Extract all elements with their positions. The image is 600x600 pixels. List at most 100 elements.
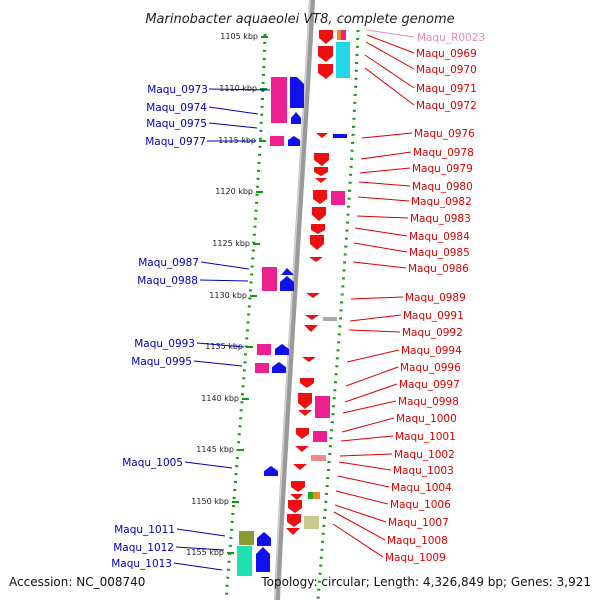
gene-arrow-reverse[interactable]: [315, 178, 327, 183]
gene-label[interactable]: Maqu_0970: [416, 64, 477, 76]
gene-label[interactable]: Maqu_1011: [114, 524, 175, 536]
gene-cog-bar[interactable]: [313, 492, 320, 499]
gene-label[interactable]: Maqu_0995: [131, 356, 192, 368]
gene-arrow-reverse[interactable]: [313, 190, 327, 204]
gene-cog-bar[interactable]: [336, 42, 350, 78]
gene-cog-bar[interactable]: [315, 396, 330, 418]
gene-label[interactable]: Maqu_0985: [409, 247, 470, 259]
gene-label[interactable]: Maqu_1000: [396, 413, 457, 425]
gene-cog-bar[interactable]: [311, 455, 326, 461]
gene-label[interactable]: Maqu_R0023: [417, 32, 485, 44]
gene-label[interactable]: Maqu_0998: [398, 396, 459, 408]
gene-arrow-reverse[interactable]: [314, 153, 329, 166]
gene-arrow-forward[interactable]: [275, 344, 289, 355]
gene-arrow-reverse[interactable]: [310, 235, 324, 250]
gene-label[interactable]: Maqu_0972: [416, 100, 477, 112]
gene-label[interactable]: Maqu_0986: [408, 263, 469, 275]
gene-label[interactable]: Maqu_0988: [137, 275, 198, 287]
gene-label[interactable]: Maqu_0997: [399, 379, 460, 391]
gene-cog-bar[interactable]: [270, 136, 284, 146]
gene-arrow-reverse[interactable]: [306, 293, 320, 298]
gene-arrow-forward[interactable]: [290, 77, 304, 108]
gene-arrow-forward[interactable]: [288, 136, 300, 146]
gene-label[interactable]: Maqu_0977: [145, 136, 206, 148]
gene-label[interactable]: Maqu_1002: [394, 449, 455, 461]
gene-label[interactable]: Maqu_1012: [113, 542, 174, 554]
gene-cog-bar[interactable]: [304, 516, 319, 529]
gene-arrow-forward[interactable]: [291, 112, 301, 124]
gene-arrow-reverse[interactable]: [298, 393, 312, 409]
gene-label[interactable]: Maqu_1006: [390, 499, 451, 511]
gene-arrow-reverse[interactable]: [318, 64, 333, 79]
gene-label[interactable]: Maqu_0974: [146, 102, 207, 114]
gene-arrow-reverse[interactable]: [300, 378, 314, 388]
gene-label[interactable]: Maqu_0983: [410, 213, 471, 225]
gene-arrow-reverse[interactable]: [304, 325, 318, 332]
gene-arrow-reverse[interactable]: [286, 528, 300, 535]
gene-cog-bar[interactable]: [308, 492, 313, 499]
gene-label[interactable]: Maqu_0971: [416, 83, 477, 95]
gene-arrow-reverse[interactable]: [298, 410, 312, 416]
gene-label[interactable]: Maqu_1013: [111, 558, 172, 570]
gene-label[interactable]: Maqu_0982: [411, 196, 472, 208]
gene-cog-bar[interactable]: [237, 546, 252, 576]
gene-arrow-reverse[interactable]: [287, 514, 301, 527]
gene-label[interactable]: Maqu_0978: [413, 147, 474, 159]
gene-label[interactable]: Maqu_1004: [391, 482, 452, 494]
accession-text: Accession: NC_008740: [9, 575, 145, 589]
gene-arrow-reverse[interactable]: [295, 446, 309, 452]
tick-marks: [227, 36, 268, 554]
gene-cog-bar[interactable]: [333, 134, 347, 138]
gene-arrow-reverse[interactable]: [309, 257, 323, 262]
gene-cog-bar[interactable]: [262, 267, 277, 291]
gene-arrow-forward[interactable]: [264, 466, 278, 476]
gene-cog-bar[interactable]: [313, 431, 327, 442]
gene-label[interactable]: Maqu_1001: [395, 431, 456, 443]
gene-arrow-reverse[interactable]: [314, 167, 328, 176]
gene-label[interactable]: Maqu_0992: [402, 327, 463, 339]
gene-arrow-forward[interactable]: [272, 362, 286, 373]
gene-arrow-reverse[interactable]: [290, 494, 303, 500]
gene-label[interactable]: Maqu_0996: [400, 362, 461, 374]
gene-arrow-reverse[interactable]: [305, 315, 319, 320]
gene-cog-bar[interactable]: [341, 30, 346, 40]
gene-arrow-reverse[interactable]: [296, 428, 309, 439]
gene-cog-bar[interactable]: [239, 531, 254, 545]
gene-label[interactable]: Maqu_1009: [385, 552, 446, 564]
gene-arrow-reverse[interactable]: [293, 464, 307, 470]
gene-label[interactable]: Maqu_0975: [146, 118, 207, 130]
gene-cog-bar[interactable]: [337, 30, 341, 40]
gene-cog-bar[interactable]: [271, 77, 287, 123]
gene-cog-bar[interactable]: [331, 191, 345, 205]
gene-label[interactable]: Maqu_0984: [409, 231, 470, 243]
gene-label[interactable]: Maqu_1007: [388, 517, 449, 529]
gene-cog-bar[interactable]: [257, 344, 271, 355]
gene-label[interactable]: Maqu_1008: [387, 535, 448, 547]
gene-label[interactable]: Maqu_0989: [405, 292, 466, 304]
gene-arrow-reverse[interactable]: [302, 357, 316, 362]
gene-arrow-forward[interactable]: [256, 547, 270, 572]
gene-label[interactable]: Maqu_0991: [403, 310, 464, 322]
gene-cog-bar[interactable]: [323, 317, 337, 321]
gene-label[interactable]: Maqu_0969: [416, 48, 477, 60]
gene-arrow-reverse[interactable]: [312, 207, 326, 221]
gene-label[interactable]: Maqu_1003: [393, 465, 454, 477]
gene-arrow-reverse[interactable]: [288, 500, 302, 513]
gene-arrow-reverse[interactable]: [319, 30, 333, 44]
gene-arrow-reverse[interactable]: [318, 46, 333, 62]
gene-arrow-reverse[interactable]: [316, 133, 328, 138]
gene-label[interactable]: Maqu_0994: [401, 345, 462, 357]
gene-label[interactable]: Maqu_0987: [138, 257, 199, 269]
gene-label[interactable]: Maqu_0976: [414, 128, 475, 140]
gene-label[interactable]: Maqu_0979: [412, 163, 473, 175]
gene-arrow-forward[interactable]: [257, 532, 271, 546]
gene-cog-bar[interactable]: [255, 363, 269, 373]
gene-label[interactable]: Maqu_0980: [412, 181, 473, 193]
gene-label[interactable]: Maqu_0973: [147, 84, 208, 96]
gene-arrow-reverse[interactable]: [311, 224, 325, 234]
gene-arrow-forward[interactable]: [281, 268, 294, 275]
gene-arrow-forward[interactable]: [280, 276, 294, 291]
gene-label[interactable]: Maqu_0993: [134, 338, 195, 350]
gene-arrow-reverse[interactable]: [291, 481, 305, 492]
gene-label[interactable]: Maqu_1005: [122, 457, 183, 469]
